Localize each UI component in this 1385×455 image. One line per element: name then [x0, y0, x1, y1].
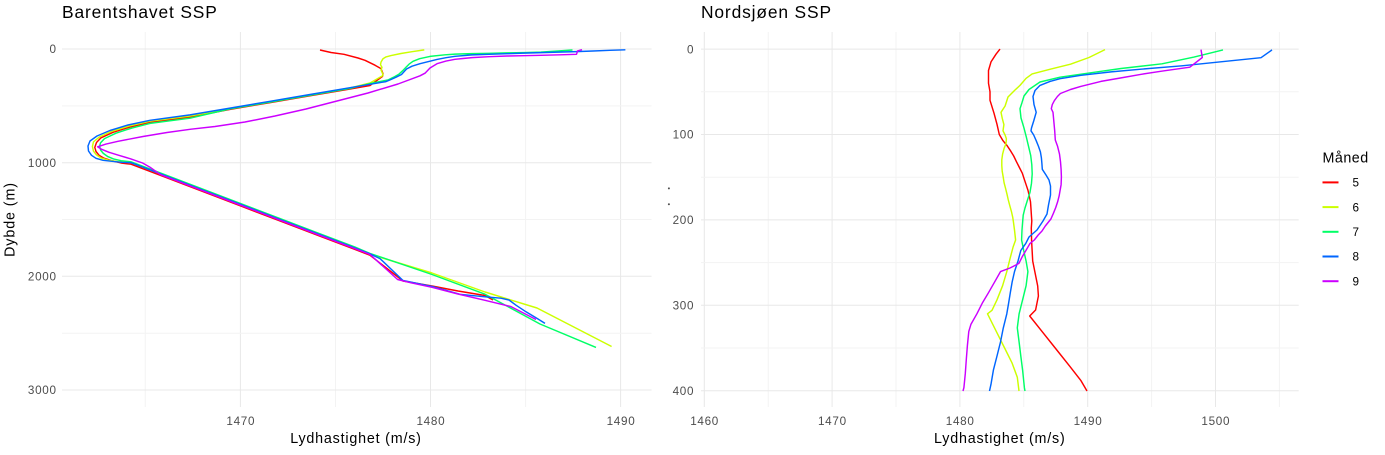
svg-text:Nordsjøen SSP: Nordsjøen SSP — [701, 2, 832, 22]
svg-text:1490: 1490 — [607, 415, 636, 428]
svg-text:Dybde (m): Dybde (m) — [3, 182, 19, 257]
svg-text:1470: 1470 — [226, 415, 255, 428]
svg-text:6: 6 — [1353, 201, 1360, 214]
svg-text:400: 400 — [673, 385, 695, 398]
svg-text:1490: 1490 — [1074, 415, 1103, 428]
svg-text:100: 100 — [673, 129, 695, 142]
svg-text:2000: 2000 — [28, 271, 57, 284]
svg-text:9: 9 — [1353, 275, 1360, 288]
svg-text:Lydhastighet (m/s): Lydhastighet (m/s) — [934, 431, 1065, 447]
svg-text:0: 0 — [49, 43, 56, 56]
svg-text:1480: 1480 — [416, 415, 445, 428]
svg-text:3000: 3000 — [28, 384, 57, 397]
svg-text:300: 300 — [673, 300, 695, 313]
svg-text:1470: 1470 — [818, 415, 847, 428]
svg-text:0: 0 — [687, 43, 694, 56]
svg-text:200: 200 — [673, 214, 695, 227]
svg-text:5: 5 — [1353, 177, 1360, 190]
svg-text:Måned: Måned — [1323, 151, 1369, 167]
svg-text:7: 7 — [1353, 226, 1360, 239]
svg-text:1000: 1000 — [28, 157, 57, 170]
svg-text:Barentshavet SSP: Barentshavet SSP — [62, 2, 218, 22]
svg-text:Lydhastighet (m/s): Lydhastighet (m/s) — [290, 431, 421, 447]
svg-text:1500: 1500 — [1201, 415, 1230, 428]
svg-text:1480: 1480 — [946, 415, 975, 428]
svg-text:1460: 1460 — [690, 415, 719, 428]
svg-text:8: 8 — [1353, 251, 1360, 264]
